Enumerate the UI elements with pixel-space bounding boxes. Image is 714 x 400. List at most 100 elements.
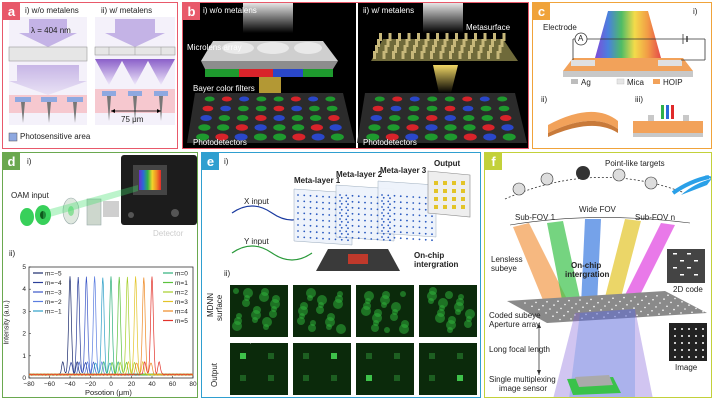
meta-layer-2-label: Meta-layer 2 (336, 170, 383, 179)
output-label: Output (434, 159, 461, 168)
meta-atom (297, 236, 299, 238)
photodetector-dot (196, 133, 210, 141)
meta-atom (418, 232, 421, 235)
meta-atom (334, 232, 337, 235)
aperture (559, 318, 561, 321)
image-label: Image (675, 363, 698, 372)
mdnn-texture (371, 324, 379, 332)
x-tick-label: −60 (44, 381, 55, 388)
meta-atom (376, 208, 379, 211)
photodetector-dot (405, 133, 419, 141)
output-spot (366, 353, 372, 359)
meta-atom (406, 231, 408, 234)
2d-code-label: 2D code (673, 285, 703, 294)
sensor-label-1: Single multiplexing (489, 375, 556, 384)
aperture (535, 301, 537, 304)
panel-c-ii-label: ii) (541, 95, 548, 104)
photodetector-dot (290, 96, 301, 102)
metasurface-pillar (422, 45, 426, 53)
mdnn-label: MDNN (206, 293, 215, 317)
output-spot (443, 197, 447, 201)
meta-atom (399, 195, 402, 198)
meta-atom (364, 201, 366, 204)
meta-atom (382, 208, 385, 211)
x-tick-label: 20 (128, 381, 136, 388)
meta-atom (387, 218, 390, 221)
photodetector-dot (309, 105, 320, 112)
meta-atom (412, 202, 415, 204)
aperture (651, 310, 653, 312)
meta-atom (399, 213, 402, 216)
output-spot (303, 353, 309, 359)
output-spot (443, 189, 447, 193)
meta-atom (418, 208, 421, 211)
x-tick-label: 80 (189, 381, 197, 388)
metasurface-pillar (382, 51, 386, 59)
photodetector-dot (498, 105, 510, 112)
aperture (546, 301, 548, 303)
photodetector-dot (311, 133, 325, 141)
metasurface-pillar (470, 45, 473, 53)
image-spot (702, 342, 704, 344)
meta-atom (382, 202, 385, 205)
aperture (677, 304, 679, 307)
panel-f-illustration (504, 166, 711, 397)
photodetector-dot (390, 105, 402, 112)
output-spot (240, 353, 246, 359)
bayer-label: Bayer color filters (193, 84, 255, 93)
meta-atom (340, 226, 343, 229)
meta-atom (339, 206, 341, 208)
image-spot (688, 335, 690, 337)
meta-atom (347, 203, 349, 206)
metasurface-pillar (386, 39, 390, 47)
image-spot (702, 335, 704, 337)
photodetector-dot (291, 105, 302, 112)
photodetector-dot (479, 96, 490, 102)
metasurface-pillar (424, 39, 428, 47)
photodetector-dot (198, 124, 211, 131)
photodetector-dot (292, 124, 305, 131)
panel-a-ii-label: ii) w/ metalens (101, 6, 153, 15)
photodetector-dot (408, 105, 420, 112)
meta-atom (322, 201, 324, 204)
aperture (582, 306, 584, 308)
meta-atom (297, 212, 299, 214)
mdnn-texture (327, 313, 335, 321)
panel-c-illustration (548, 11, 706, 137)
panel-b-ii-label: ii) w/ metalens (363, 6, 415, 15)
meta-atom (412, 208, 415, 210)
meta-atom (399, 225, 402, 228)
photodetector-dot (387, 124, 400, 131)
aperture (659, 302, 661, 304)
meta-atom (345, 206, 348, 209)
photodetector-dot (462, 96, 473, 102)
meta-atom (328, 202, 331, 204)
y-tick-label: 4 (22, 286, 26, 293)
meta-atom (387, 200, 390, 203)
aperture (560, 307, 562, 310)
metasurface-pillar (420, 51, 424, 59)
aperture (695, 307, 697, 310)
legend-label: m=−2 (45, 299, 62, 306)
photodetector-dot (291, 115, 304, 121)
output-spot (452, 197, 456, 201)
image-spot (674, 356, 676, 358)
photodetector-dot (309, 115, 322, 121)
lensless-subeye-label-2: subeye (491, 264, 517, 273)
on-chip-label: On-chip (414, 251, 445, 260)
aperture (611, 308, 613, 311)
meta-atom (406, 195, 408, 198)
aperture (622, 307, 624, 310)
meta-atom (351, 194, 354, 197)
meta-atom (357, 207, 360, 210)
meta-atom (387, 206, 390, 209)
meta-atom (322, 195, 324, 198)
meta-atom (315, 225, 318, 228)
aperture (633, 307, 635, 309)
meta-atom (315, 219, 318, 222)
aperture (656, 295, 658, 297)
output-spot (366, 375, 372, 381)
meta-atom (339, 200, 341, 202)
meta-atom (357, 231, 360, 234)
metasurface-pillar (479, 45, 483, 53)
